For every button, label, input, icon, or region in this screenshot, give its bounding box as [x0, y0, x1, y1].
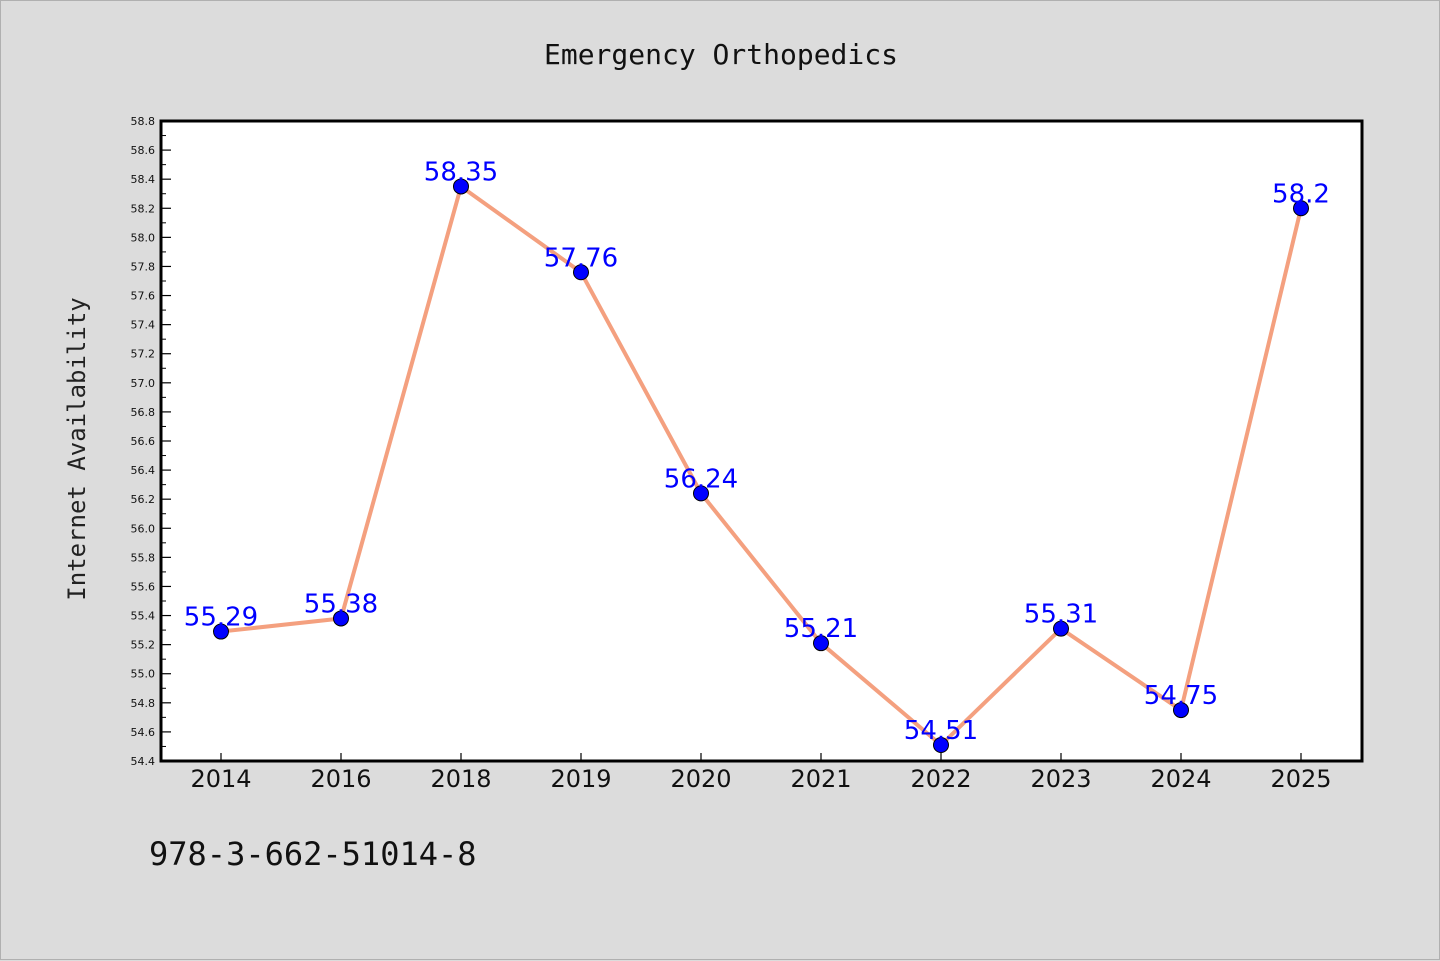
y-tick-label: 55.8 [131, 551, 156, 564]
series-layer: 55.29 55.38 58.35 57.76 56.24 55.21 54.51 55.31… [184, 157, 1330, 753]
y-tick-label: 57.8 [131, 260, 156, 273]
data-label: 54.51 [904, 716, 978, 746]
x-axis-ticks: 2014 2016 2018 2019 2020 2021 2022 2023 2024 2025 [190, 753, 1332, 793]
data-point [1053, 620, 1069, 637]
x-tick-label: 2014 [190, 765, 251, 793]
data-point [1173, 702, 1189, 719]
x-tick-label: 2025 [1270, 765, 1331, 793]
data-point [693, 485, 709, 502]
y-axis-ticks: 54.4 54.6 54.8 55.0 55.2 55.4 55.6 55.8 56.0 56.2… [131, 115, 171, 768]
data-label: 55.38 [304, 589, 378, 619]
y-tick-label: 55.6 [131, 580, 156, 593]
data-point [813, 635, 829, 652]
x-tick-label: 2022 [910, 765, 971, 793]
x-tick-label: 2024 [1150, 765, 1211, 793]
data-label: 55.29 [184, 603, 258, 633]
y-tick-label: 54.4 [131, 755, 156, 768]
data-point [1293, 200, 1309, 217]
series-line [220, 184, 1303, 747]
x-tick-label: 2020 [670, 765, 731, 793]
data-point [573, 264, 589, 281]
data-label: 57.76 [544, 243, 618, 273]
x-tick-label: 2021 [790, 765, 851, 793]
y-axis-label: Internet Availability [63, 297, 91, 600]
y-tick-label: 57.4 [131, 319, 156, 332]
plot-area [159, 119, 1364, 763]
y-tick-label: 58.8 [131, 115, 156, 128]
data-point [333, 610, 349, 627]
y-tick-label: 55.2 [131, 639, 156, 652]
y-tick-label: 55.4 [131, 610, 156, 623]
footnote-isbn: 978-3-662-51014-8 [149, 835, 477, 873]
x-tick-label: 2018 [430, 765, 491, 793]
data-label: 58.2 [1272, 179, 1330, 209]
data-point [453, 178, 469, 195]
y-tick-label: 57.6 [131, 290, 156, 303]
y-tick-label: 57.2 [131, 348, 156, 361]
y-tick-label: 54.8 [131, 697, 156, 710]
data-label: 58.35 [424, 157, 498, 187]
data-point [933, 737, 949, 753]
y-tick-label: 56.0 [131, 522, 156, 535]
data-label: 56.24 [664, 464, 738, 494]
y-tick-label: 57.0 [131, 377, 156, 390]
x-tick-label: 2016 [310, 765, 371, 793]
y-tick-label: 58.4 [131, 173, 156, 186]
x-tick-label: 2023 [1030, 765, 1091, 793]
y-tick-label: 56.2 [131, 493, 156, 506]
data-label: 54.75 [1144, 681, 1218, 711]
data-label: 55.31 [1024, 600, 1098, 630]
y-tick-label: 56.4 [131, 464, 156, 477]
y-tick-label: 54.6 [131, 726, 156, 739]
y-tick-label: 55.0 [131, 668, 156, 681]
y-tick-label: 58.2 [131, 202, 156, 215]
x-tick-label: 2019 [550, 765, 611, 793]
y-tick-label: 56.8 [131, 406, 156, 419]
y-tick-label: 58.6 [131, 144, 156, 157]
data-point [213, 623, 229, 640]
chart-title: Emergency Orthopedics [544, 38, 898, 71]
y-tick-label: 58.0 [131, 231, 156, 244]
data-label: 55.21 [784, 614, 858, 644]
y-tick-label: 56.6 [131, 435, 156, 448]
